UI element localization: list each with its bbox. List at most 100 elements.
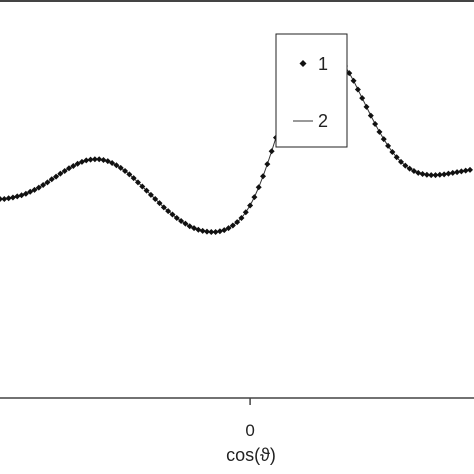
data-point-40	[169, 211, 176, 218]
data-point-20	[83, 157, 90, 164]
data-point-92	[393, 154, 400, 161]
data-point-18	[74, 160, 81, 167]
data-point-25	[104, 158, 111, 165]
data-point-106	[454, 169, 461, 176]
data-point-15	[61, 167, 68, 174]
data-point-84	[359, 95, 366, 102]
data-point-7	[27, 188, 34, 195]
data-point-13	[53, 173, 60, 180]
data-point-53	[225, 225, 232, 232]
data-point-22	[91, 156, 98, 163]
data-point-29	[122, 167, 129, 174]
data-point-82	[350, 77, 357, 84]
data-point-33	[139, 183, 146, 190]
data-point-36	[152, 196, 159, 202]
data-point-109	[467, 166, 473, 173]
data-point-81	[346, 70, 353, 77]
data-point-21	[87, 156, 94, 163]
data-point-62	[264, 161, 271, 168]
data-point-37	[156, 200, 163, 207]
data-point-99	[423, 171, 430, 178]
data-point-93	[398, 158, 405, 165]
data-point-101	[432, 172, 439, 179]
data-point-46	[195, 226, 202, 233]
data-point-83	[354, 86, 361, 93]
data-point-107	[458, 168, 465, 175]
data-point-60	[255, 184, 262, 191]
data-point-55	[234, 219, 241, 226]
data-point-61	[260, 173, 267, 180]
data-point-95	[406, 165, 413, 172]
data-point-51	[216, 228, 223, 235]
data-point-104	[445, 170, 452, 177]
data-point-88	[376, 128, 383, 135]
data-point-85	[363, 103, 370, 110]
data-point-50	[212, 228, 219, 235]
legend-label-2: 2	[318, 111, 328, 131]
data-point-54	[229, 222, 236, 229]
data-point-63	[268, 148, 275, 155]
data-point-14	[57, 170, 64, 177]
data-point-56	[238, 214, 245, 221]
data-point-89	[380, 136, 387, 143]
data-point-24	[100, 156, 107, 163]
data-point-38	[160, 204, 167, 211]
data-point-87	[372, 120, 379, 127]
series-2-line	[0, 47, 471, 233]
data-point-57	[242, 209, 249, 216]
data-point-102	[436, 171, 443, 178]
data-point-2	[5, 195, 12, 202]
data-point-27	[113, 162, 120, 169]
data-point-97	[415, 169, 422, 176]
data-point-91	[389, 148, 396, 155]
data-point-10	[40, 181, 47, 188]
legend-marker-1	[299, 60, 307, 67]
data-point-90	[385, 142, 392, 149]
data-point-39	[165, 208, 172, 215]
data-point-48	[203, 228, 210, 235]
data-point-35	[147, 191, 154, 198]
data-point-44	[186, 223, 193, 230]
data-point-42	[178, 217, 185, 224]
data-point-47	[199, 227, 206, 234]
data-point-86	[367, 112, 374, 119]
x-tick-label-0: 0	[245, 421, 254, 440]
x-ticks: 0	[245, 398, 255, 440]
data-point-98	[419, 170, 426, 177]
data-point-96	[410, 167, 417, 174]
data-point-43	[182, 220, 189, 227]
data-point-94	[402, 162, 409, 169]
data-point-52	[221, 227, 228, 234]
plot-frame	[0, 0, 474, 399]
data-point-59	[251, 194, 258, 201]
x-axis-label: cos(ϑ)	[226, 445, 276, 465]
data-point-34	[143, 187, 150, 194]
data-point-1	[1, 196, 8, 202]
data-point-16	[65, 165, 72, 172]
data-point-32	[134, 179, 141, 186]
legend: 1 2	[275, 33, 348, 148]
data-point-6	[22, 190, 29, 197]
series-1-markers	[0, 45, 473, 235]
data-point-11	[44, 179, 51, 186]
data-point-105	[449, 169, 456, 176]
data-point-108	[462, 167, 469, 174]
data-point-23	[96, 156, 103, 163]
data-point-26	[109, 159, 116, 166]
data-point-100	[428, 172, 435, 179]
data-point-31	[130, 175, 137, 182]
legend-box	[275, 33, 348, 148]
data-point-8	[31, 186, 38, 193]
data-point-12	[48, 176, 55, 183]
data-point-3	[9, 194, 16, 201]
data-point-58	[247, 202, 254, 209]
data-point-103	[441, 171, 448, 178]
data-point-28	[117, 164, 124, 171]
legend-label-1: 1	[318, 54, 328, 74]
data-point-49	[208, 228, 215, 235]
data-point-17	[70, 163, 77, 170]
data-point-30	[126, 171, 133, 178]
data-point-4	[14, 193, 21, 200]
data-point-41	[173, 214, 180, 221]
